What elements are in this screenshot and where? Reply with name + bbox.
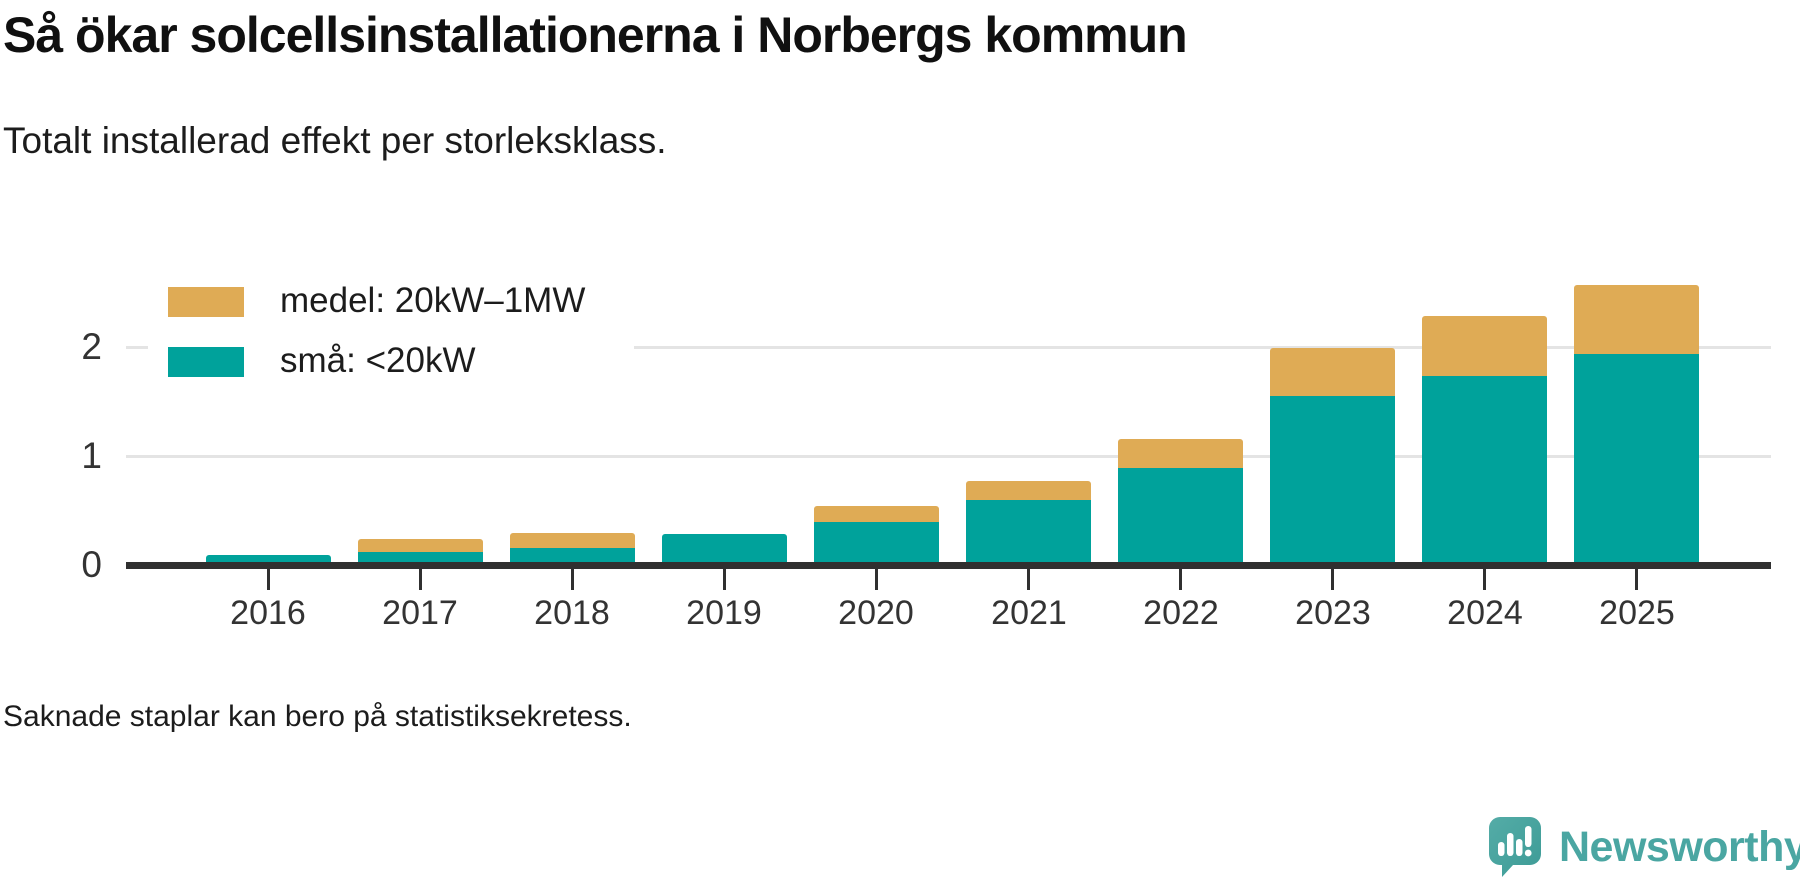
footnote: Saknade staplar kan bero på statistiksek… <box>3 700 632 733</box>
bar-segment-sma-2025 <box>1574 353 1699 565</box>
newsworthy-logo: Newsworthy <box>1488 816 1800 878</box>
x-tick-label-2025: 2025 <box>1599 594 1675 632</box>
legend-label-medel: medel: 20kW–1MW <box>280 281 586 320</box>
bar-segment-sma-2017 <box>358 551 483 565</box>
bar-segment-medel-2024 <box>1422 316 1547 377</box>
bar-segment-medel-2023 <box>1270 348 1395 397</box>
x-tick-label-2019: 2019 <box>686 594 762 632</box>
bar-segment-medel-2020 <box>814 506 939 523</box>
x-axis-tick-2021 <box>1027 569 1030 590</box>
chart-subtitle: Totalt installerad effekt per storlekskl… <box>3 120 667 161</box>
legend-swatch-medel <box>168 287 244 317</box>
x-axis-tick-2017 <box>419 569 422 590</box>
x-tick-label-2020: 2020 <box>838 594 914 632</box>
x-tick-label-2018: 2018 <box>534 594 610 632</box>
x-axis-tick-2022 <box>1179 569 1182 590</box>
y-tick-label: 0 <box>81 544 102 585</box>
bar-segment-medel-2022 <box>1118 438 1243 468</box>
bar-segment-medel-2025 <box>1574 284 1699 354</box>
bar-segment-sma-2018 <box>510 547 635 565</box>
x-axis-tick-2018 <box>571 569 574 590</box>
y-tick-label: 1 <box>81 435 102 476</box>
x-axis-tick-2023 <box>1331 569 1334 590</box>
x-tick-label-2017: 2017 <box>382 594 458 632</box>
gridline-y1 <box>126 455 1771 458</box>
x-axis-tick-2016 <box>267 569 270 590</box>
x-tick-label-2024: 2024 <box>1447 594 1523 632</box>
x-tick-label-2016: 2016 <box>230 594 306 632</box>
legend-swatch-sma <box>168 347 244 377</box>
x-axis-tick-2019 <box>723 569 726 590</box>
legend-label-sma: små: <20kW <box>280 341 476 380</box>
bar-segment-medel-2018 <box>510 533 635 548</box>
x-axis-tick-2020 <box>875 569 878 590</box>
x-tick-label-2021: 2021 <box>991 594 1067 632</box>
y-tick-label: 2 <box>81 326 102 367</box>
x-axis-tick-2025 <box>1635 569 1638 590</box>
bar-segment-sma-2023 <box>1270 396 1395 565</box>
bar-segment-sma-2019 <box>662 534 787 565</box>
bar-segment-sma-2022 <box>1118 467 1243 565</box>
gridline-y2 <box>126 346 1771 349</box>
bar-segment-sma-2021 <box>966 499 1091 565</box>
x-tick-label-2022: 2022 <box>1143 594 1219 632</box>
x-axis <box>126 562 1771 569</box>
bar-segment-medel-2017 <box>358 538 483 552</box>
bar-segment-medel-2021 <box>966 481 1091 500</box>
bar-segment-sma-2020 <box>814 522 939 565</box>
x-tick-label-2023: 2023 <box>1295 594 1371 632</box>
chart-title: Så ökar solcellsinstallationerna i Norbe… <box>3 7 1188 63</box>
newsworthy-speech-bubble-bar-chart-icon <box>1489 817 1541 877</box>
newsworthy-wordmark: Newsworthy <box>1559 823 1800 871</box>
bar-segment-sma-2016 <box>206 555 331 565</box>
x-axis-tick-2024 <box>1483 569 1486 590</box>
bar-segment-sma-2024 <box>1422 376 1547 565</box>
